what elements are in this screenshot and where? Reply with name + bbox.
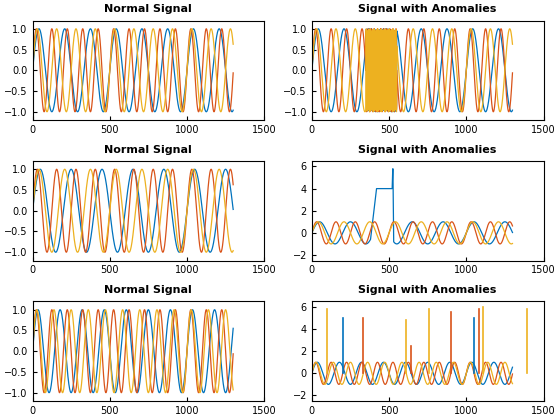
Title: Signal with Anomalies: Signal with Anomalies: [358, 4, 497, 14]
Title: Signal with Anomalies: Signal with Anomalies: [358, 144, 497, 155]
Title: Normal Signal: Normal Signal: [105, 144, 192, 155]
Title: Normal Signal: Normal Signal: [105, 285, 192, 295]
Title: Normal Signal: Normal Signal: [105, 4, 192, 14]
Title: Signal with Anomalies: Signal with Anomalies: [358, 285, 497, 295]
